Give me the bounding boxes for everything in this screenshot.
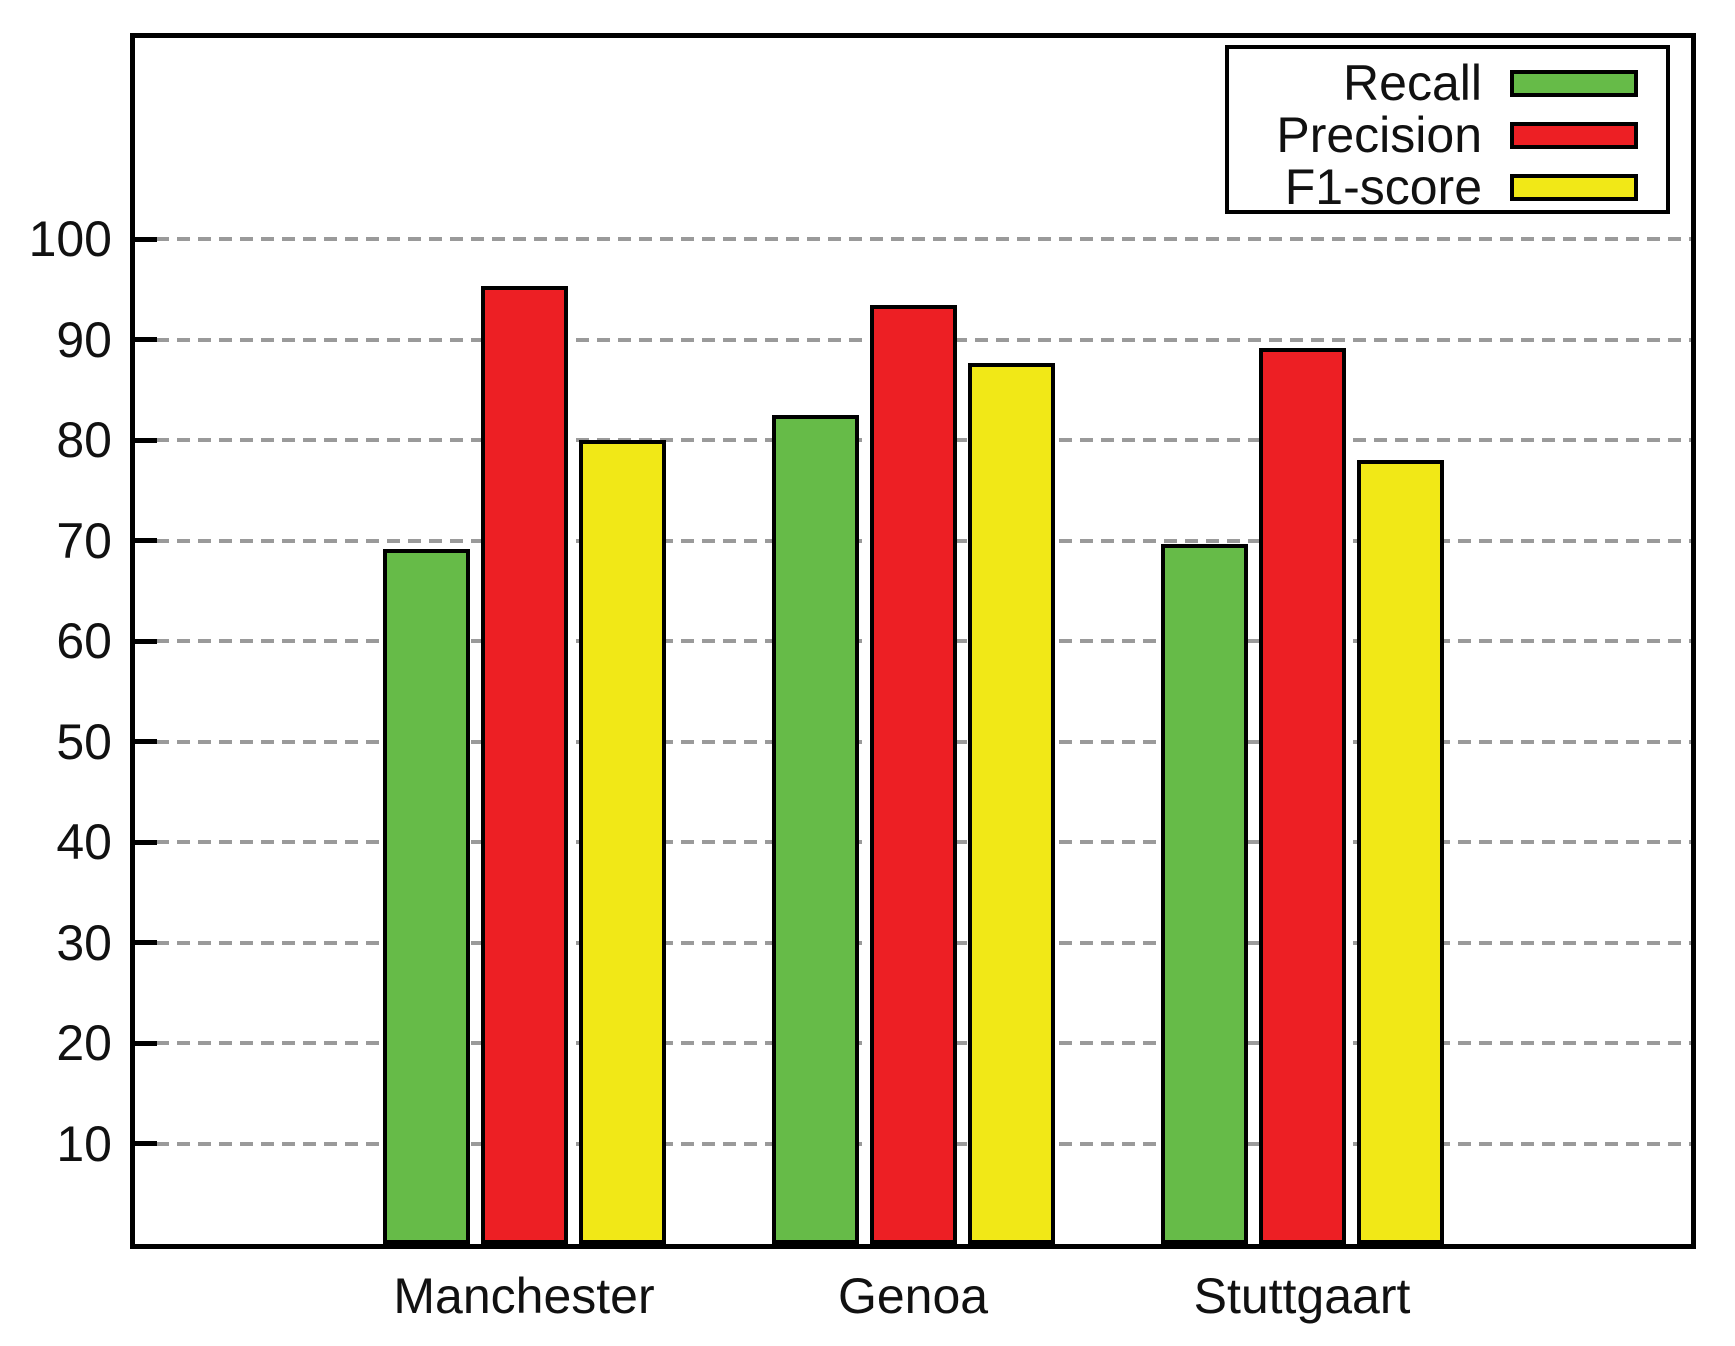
bar-genoa-recall bbox=[771, 414, 859, 1244]
bar-stuttgaart-recall bbox=[1160, 543, 1248, 1244]
legend-label-f1-score: F1-score bbox=[1284, 159, 1482, 215]
bar-genoa-f1-score bbox=[967, 362, 1055, 1244]
legend-item-recall: Recall bbox=[1229, 57, 1666, 109]
y-tick-label-10: 10 bbox=[56, 1115, 112, 1172]
bar-genoa-precision bbox=[869, 305, 957, 1244]
y-tick-10 bbox=[135, 1141, 157, 1146]
y-tick-20 bbox=[135, 1040, 157, 1046]
y-tick-label-80: 80 bbox=[56, 412, 112, 468]
y-tick-label-50: 50 bbox=[56, 713, 112, 770]
plot-area bbox=[130, 33, 1696, 1249]
x-category-label-genoa: Genoa bbox=[837, 1268, 989, 1324]
y-tick-label-20: 20 bbox=[56, 1015, 112, 1071]
legend-label-precision: Precision bbox=[1276, 107, 1482, 163]
y-tick-80 bbox=[135, 437, 157, 443]
bar-stuttgaart-f1-score bbox=[1356, 460, 1444, 1244]
gridline-100 bbox=[135, 237, 1691, 241]
y-tick-90 bbox=[135, 337, 157, 342]
y-tick-50 bbox=[135, 739, 157, 744]
y-tick-40 bbox=[135, 839, 157, 845]
y-tick-label-60: 60 bbox=[56, 613, 112, 669]
bar-stuttgaart-precision bbox=[1258, 347, 1346, 1244]
y-tick-60 bbox=[135, 638, 157, 644]
y-tick-70 bbox=[135, 538, 157, 543]
legend-swatch-precision bbox=[1510, 121, 1638, 149]
y-tick-30 bbox=[135, 940, 157, 945]
x-category-label-manchester: Manchester bbox=[393, 1268, 655, 1324]
y-tick-100 bbox=[135, 236, 157, 242]
bar-manchester-precision bbox=[480, 286, 568, 1244]
y-tick-label-30: 30 bbox=[56, 914, 112, 971]
legend-item-f1-score: F1-score bbox=[1229, 161, 1666, 213]
legend-swatch-f1-score bbox=[1510, 173, 1638, 201]
legend-item-precision: Precision bbox=[1229, 109, 1666, 161]
legend-swatch-recall bbox=[1510, 69, 1638, 97]
y-tick-label-100: 100 bbox=[28, 211, 112, 267]
bar-manchester-f1-score bbox=[578, 440, 666, 1244]
bar-manchester-recall bbox=[382, 548, 470, 1244]
y-tick-label-90: 90 bbox=[56, 311, 112, 368]
y-tick-label-40: 40 bbox=[56, 814, 112, 870]
legend: Recall Precision F1-score bbox=[1225, 45, 1670, 214]
legend-label-recall: Recall bbox=[1343, 55, 1482, 111]
y-tick-label-70: 70 bbox=[56, 512, 112, 569]
x-category-label-stuttgaart: Stuttgaart bbox=[1193, 1268, 1411, 1324]
